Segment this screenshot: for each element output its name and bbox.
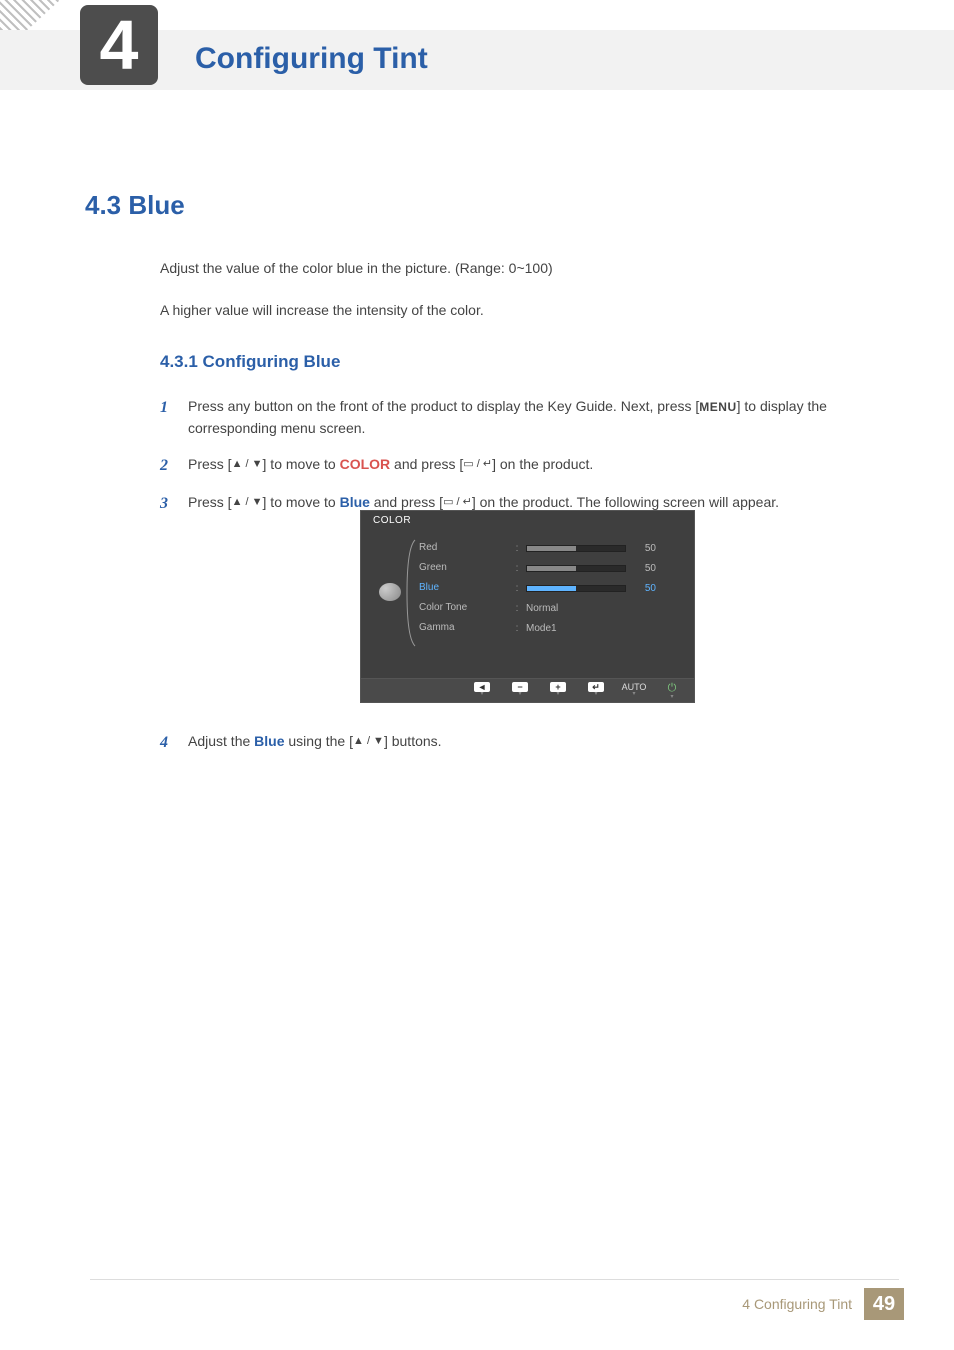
osd-label-gamma: Gamma: [419, 618, 514, 638]
text: ] to move to: [263, 456, 340, 472]
osd-values: : 50 : 50 : 50 : Normal : Mode1: [514, 538, 680, 656]
text: Adjust the: [188, 733, 254, 749]
step-number: 2: [160, 453, 188, 479]
colon: :: [514, 563, 520, 574]
osd-value-green: : 50: [514, 558, 680, 578]
osd-footer: ◄▾ −▾ +▾ ↵▾ AUTO▾ ⏻▾: [361, 678, 694, 702]
highlight-blue: Blue: [340, 494, 370, 510]
footer-chapter-label: 4 Configuring Tint: [742, 1296, 852, 1312]
step-number: 3: [160, 491, 188, 517]
up-down-icon: ▲ / ▼: [232, 497, 263, 508]
text: ] to move to: [263, 494, 340, 510]
step-text: Press any button on the front of the pro…: [188, 395, 900, 440]
text: Press [: [188, 456, 232, 472]
step-text: Press [▲ / ▼] to move to COLOR and press…: [188, 453, 900, 479]
palette-icon: [379, 583, 401, 601]
colon: :: [514, 543, 520, 554]
osd-label-colortone: Color Tone: [419, 598, 514, 618]
step-number: 4: [160, 730, 188, 756]
osd-footer-auto: AUTO▾: [616, 682, 652, 699]
osd-label-red: Red: [419, 538, 514, 558]
osd-footer-minus-icon: −▾: [502, 682, 538, 699]
osd-label-green: Green: [419, 558, 514, 578]
step-4: 4 Adjust the Blue using the [▲ / ▼] butt…: [160, 730, 900, 769]
osd-footer-enter-icon: ↵▾: [578, 682, 614, 699]
chapter-badge: 4: [80, 5, 158, 85]
osd-icon-column: [375, 538, 405, 656]
chapter-title: Configuring Tint: [195, 42, 428, 76]
value-blue: 50: [632, 583, 656, 594]
osd-label-blue: Blue: [419, 578, 514, 598]
highlight-color: COLOR: [340, 456, 391, 472]
intro-line-2: A higher value will increase the intensi…: [160, 300, 484, 321]
highlight-blue: Blue: [254, 733, 284, 749]
osd-value-gamma: : Mode1: [514, 618, 680, 638]
section-heading: 4.3 Blue: [85, 190, 185, 221]
value-gamma: Mode1: [526, 623, 557, 634]
slider-red: [526, 545, 626, 552]
select-enter-icon: ▭ / ↵: [463, 459, 492, 470]
osd-curve-decoration: [405, 538, 419, 656]
colon: :: [514, 623, 520, 634]
step-text: Adjust the Blue using the [▲ / ▼] button…: [188, 730, 900, 756]
step-number: 1: [160, 395, 188, 440]
up-down-icon: ▲ / ▼: [353, 736, 384, 747]
colon: :: [514, 583, 520, 594]
slider-blue: [526, 585, 626, 592]
step-2: 2 Press [▲ / ▼] to move to COLOR and pre…: [160, 453, 900, 479]
osd-labels: Red Green Blue Color Tone Gamma: [419, 538, 514, 656]
value-red: 50: [632, 543, 656, 554]
text: and press [: [370, 494, 443, 510]
osd-footer-power-icon: ⏻▾: [654, 682, 690, 699]
colon: :: [514, 603, 520, 614]
value-colortone: Normal: [526, 603, 558, 614]
osd-value-red: : 50: [514, 538, 680, 558]
chapter-number: 4: [100, 5, 139, 85]
text: ] on the product. The following screen w…: [472, 494, 779, 510]
footer-page-number: 49: [864, 1288, 904, 1320]
text: using the [: [285, 733, 354, 749]
value-green: 50: [632, 563, 656, 574]
select-enter-icon: ▭ / ↵: [443, 497, 472, 508]
step-1: 1 Press any button on the front of the p…: [160, 395, 900, 440]
slider-green: [526, 565, 626, 572]
osd-title: COLOR: [361, 511, 694, 528]
text: and press [: [390, 456, 463, 472]
page-footer: 4 Configuring Tint 49: [742, 1288, 904, 1320]
osd-footer-back-icon: ◄▾: [464, 682, 500, 699]
text: ] on the product.: [492, 456, 593, 472]
subsection-heading: 4.3.1 Configuring Blue: [160, 352, 340, 372]
osd-footer-plus-icon: +▾: [540, 682, 576, 699]
osd-value-colortone: : Normal: [514, 598, 680, 618]
text: ] buttons.: [384, 733, 442, 749]
osd-screenshot: COLOR Red Green Blue Color Tone Gamma : …: [360, 510, 695, 703]
footer-rule: [90, 1279, 899, 1280]
text: Press any button on the front of the pro…: [188, 398, 699, 414]
intro-line-1: Adjust the value of the color blue in th…: [160, 258, 553, 279]
text: Press [: [188, 494, 232, 510]
osd-value-blue: : 50: [514, 578, 680, 598]
menu-button-label: MENU: [699, 400, 736, 414]
up-down-icon: ▲ / ▼: [232, 459, 263, 470]
osd-body: Red Green Blue Color Tone Gamma : 50 : 5…: [361, 528, 694, 678]
